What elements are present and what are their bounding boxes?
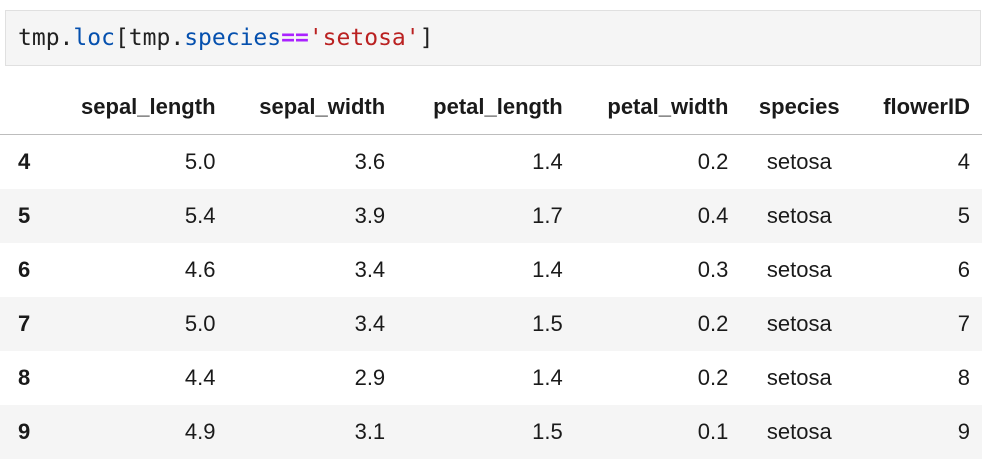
cell-sepal-length: 5.4 (184, 203, 216, 228)
column-header-flowerid: flowerID (858, 80, 982, 135)
cell-petal-length: 1.7 (532, 203, 563, 228)
row-index: 6 (18, 257, 31, 282)
code-token-object: tmp. (18, 25, 74, 51)
table-row: 5 5.4 3.9 1.7 0.4 setosa 5 (0, 189, 982, 243)
cell-species: setosa (766, 203, 832, 228)
cell-flowerid: 9 (957, 419, 970, 444)
code-token-string: 'setosa' (308, 25, 420, 51)
index-header (0, 80, 46, 135)
code-token-bracket-object: [tmp. (114, 25, 185, 51)
cell-species: setosa (766, 419, 832, 444)
column-header-species: species (740, 80, 859, 135)
cell-sepal-length: 5.0 (184, 149, 216, 174)
table-header: sepal_length sepal_width petal_length pe… (0, 80, 982, 135)
table-row: 7 5.0 3.4 1.5 0.2 setosa 7 (0, 297, 982, 351)
code-token-loc: loc (73, 25, 115, 51)
cell-sepal-width: 2.9 (354, 365, 386, 390)
cell-species: setosa (766, 311, 832, 336)
row-index: 4 (18, 149, 31, 174)
cell-petal-width: 0.3 (697, 257, 729, 282)
row-index: 5 (18, 203, 31, 228)
cell-sepal-length: 4.6 (184, 257, 216, 282)
cell-sepal-width: 3.6 (354, 149, 386, 174)
cell-flowerid: 7 (957, 311, 970, 336)
column-header-petal-width: petal_width (574, 80, 741, 135)
code-token-close-bracket: ] (419, 25, 434, 51)
cell-petal-length: 1.4 (532, 365, 563, 390)
cell-sepal-width: 3.9 (354, 203, 386, 228)
cell-sepal-width: 3.4 (354, 311, 386, 336)
cell-petal-length: 1.5 (532, 311, 563, 336)
cell-petal-length: 1.4 (532, 149, 563, 174)
row-index: 9 (18, 419, 31, 444)
dataframe-output-table: sepal_length sepal_width petal_length pe… (0, 80, 982, 459)
table-row: 9 4.9 3.1 1.5 0.1 setosa 9 (0, 405, 982, 459)
cell-species: setosa (766, 365, 832, 390)
cell-petal-length: 1.5 (532, 419, 563, 444)
table-row: 8 4.4 2.9 1.4 0.2 setosa 8 (0, 351, 982, 405)
cell-sepal-length: 4.9 (184, 419, 216, 444)
code-token-species: species (184, 25, 282, 51)
cell-sepal-length: 5.0 (184, 311, 216, 336)
cell-sepal-width: 3.4 (354, 257, 386, 282)
table-row: 6 4.6 3.4 1.4 0.3 setosa 6 (0, 243, 982, 297)
table-body: 4 5.0 3.6 1.4 0.2 setosa 4 5 5.4 3.9 1.7… (0, 135, 982, 459)
header-row: sepal_length sepal_width petal_length pe… (0, 80, 982, 135)
row-index: 7 (18, 311, 31, 336)
cell-petal-length: 1.4 (532, 257, 563, 282)
row-index: 8 (18, 365, 31, 390)
cell-petal-width: 0.4 (697, 203, 729, 228)
cell-petal-width: 0.2 (697, 311, 729, 336)
cell-species: setosa (766, 149, 832, 174)
table-row: 4 5.0 3.6 1.4 0.2 setosa 4 (0, 135, 982, 190)
column-header-petal-length: petal_length (397, 80, 575, 135)
cell-petal-width: 0.2 (697, 365, 729, 390)
cell-flowerid: 5 (957, 203, 970, 228)
code-cell[interactable]: tmp. loc [tmp. species =='setosa'] (5, 10, 981, 66)
cell-sepal-width: 3.1 (354, 419, 386, 444)
column-header-sepal-length: sepal_length (45, 80, 228, 135)
cell-petal-width: 0.2 (697, 149, 729, 174)
cell-sepal-length: 4.4 (184, 365, 216, 390)
cell-flowerid: 8 (957, 365, 970, 390)
cell-petal-width: 0.1 (697, 419, 729, 444)
column-header-sepal-width: sepal_width (227, 80, 398, 135)
code-token-operator: == (281, 25, 309, 51)
cell-flowerid: 6 (957, 257, 970, 282)
cell-species: setosa (766, 257, 832, 282)
cell-flowerid: 4 (957, 149, 970, 174)
